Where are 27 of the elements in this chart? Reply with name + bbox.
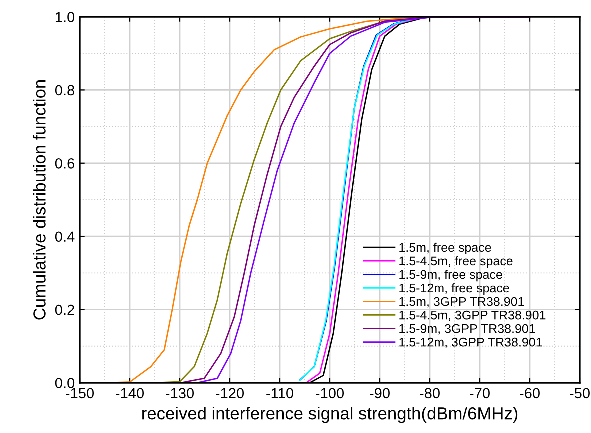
legend-label: 1.5-9m, 3GPP TR38.901 — [400, 324, 536, 335]
x-tick-label: -110 — [266, 388, 294, 399]
x-tick-label: -120 — [216, 388, 244, 399]
x-tick-label: -100 — [316, 388, 344, 399]
x-tick-label: -140 — [116, 388, 144, 399]
x-tick-label: -80 — [420, 388, 440, 399]
y-tick-label: 0.2 — [55, 304, 74, 316]
x-tick-label: -60 — [520, 388, 540, 399]
y-axis-title: Cumulative distribution function — [33, 80, 46, 320]
y-tick-label: 0.0 — [55, 378, 75, 388]
legend-label: 1.5-12m, free space — [400, 284, 510, 296]
legend-label: 1.5m, 3GPP TR38.901 — [400, 297, 524, 308]
x-axis-title: received interference signal strength(dBm/6MHz) — [142, 407, 518, 424]
x-tick-label: -50 — [570, 388, 590, 399]
x-tick-label: -70 — [470, 388, 490, 399]
x-tick-label: -150 — [66, 388, 94, 399]
legend-label: 1.5-4.5m, free space — [400, 256, 513, 268]
legend-label: 1.5-9m, free space — [400, 270, 502, 282]
y-tick-label: 0.6 — [55, 158, 74, 169]
legend-label: 1.5-12m, 3GPP TR38.901 — [400, 338, 542, 348]
y-tick-label: 1.0 — [56, 12, 75, 22]
legend-label: 1.5-4.5m, 3GPP TR38.901 — [400, 310, 546, 322]
legend-label: 1.5m, free space — [400, 242, 492, 255]
x-tick-label: -90 — [370, 388, 390, 399]
x-tick-label: -130 — [166, 388, 194, 399]
y-tick-label: 0.8 — [55, 85, 75, 96]
y-tick-label: 0.4 — [55, 232, 75, 242]
